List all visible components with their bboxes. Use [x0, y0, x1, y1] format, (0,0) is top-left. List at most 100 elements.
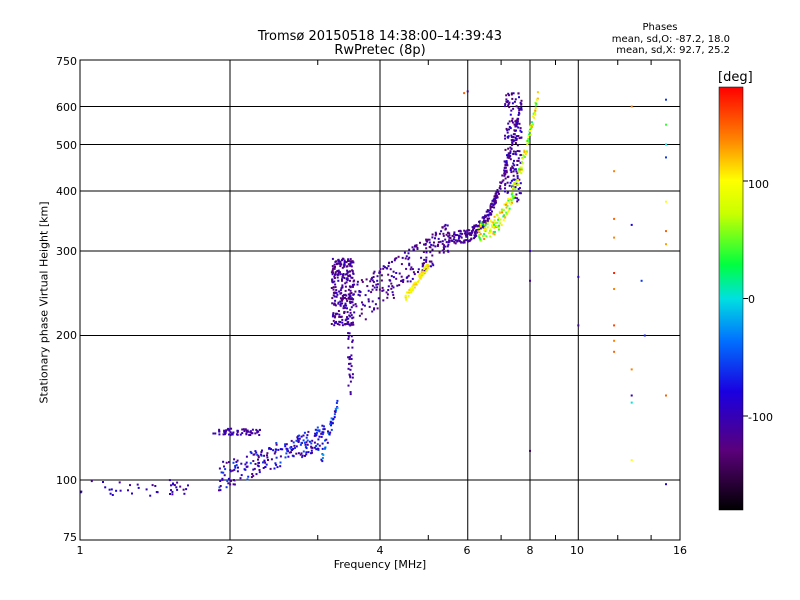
echo-point: [478, 235, 480, 238]
echo-point: [521, 157, 524, 160]
echo-point: [344, 302, 347, 305]
echo-point: [256, 453, 259, 456]
echo-point: [284, 456, 287, 459]
echo-point: [345, 318, 348, 321]
echo-point: [430, 243, 433, 246]
echo-point: [517, 183, 520, 185]
echo-point: [247, 475, 250, 478]
echo-point: [371, 300, 374, 303]
echo-point: [495, 196, 498, 199]
echo-point: [418, 273, 421, 276]
echo-point: [485, 235, 488, 238]
echo-point: [451, 239, 454, 242]
echo-point: [364, 294, 367, 297]
echo-point: [350, 354, 353, 357]
echo-point: [463, 92, 466, 95]
echo-point: [493, 233, 496, 236]
echo-point: [460, 236, 463, 239]
echo-point: [504, 187, 506, 190]
echo-point: [441, 226, 444, 229]
echo-point: [505, 169, 508, 172]
y-tick-label: 300: [56, 245, 77, 258]
echo-point: [219, 489, 222, 492]
echo-point: [335, 289, 338, 292]
echo-point: [323, 425, 325, 428]
echo-point: [317, 449, 320, 451]
echo-point: [341, 276, 344, 279]
echo-point: [349, 264, 352, 267]
echo-point: [368, 305, 371, 308]
echo-point: [425, 269, 428, 272]
echo-point: [331, 257, 334, 260]
echo-point: [514, 137, 517, 139]
echo-point: [440, 230, 443, 233]
echo-point: [333, 413, 336, 416]
echo-point: [233, 483, 236, 486]
echo-point: [109, 492, 112, 495]
echo-point: [224, 468, 227, 471]
echo-point: [506, 100, 509, 103]
echo-point: [470, 234, 473, 236]
echo-point: [395, 272, 398, 274]
echo-point: [403, 251, 406, 254]
echo-point: [533, 116, 536, 119]
echo-point: [512, 184, 515, 187]
echo-point: [453, 232, 456, 235]
echo-point: [339, 289, 342, 292]
echo-point: [263, 459, 266, 462]
echo-point: [447, 235, 450, 238]
echo-point: [370, 278, 373, 281]
phases-o-stats: mean, sd,O: -87.2, 18.0: [611, 34, 730, 45]
echo-point: [613, 350, 616, 353]
echo-point: [338, 315, 341, 318]
echo-point: [508, 201, 511, 204]
echo-point: [490, 203, 493, 206]
echo-point: [382, 265, 385, 268]
echo-point: [498, 224, 500, 227]
phases-x-stats: mean, sd,X: 92.7, 25.2: [616, 45, 730, 56]
echo-point: [519, 161, 522, 164]
echo-point: [361, 301, 363, 304]
echo-point: [214, 432, 217, 435]
echo-point: [252, 468, 255, 471]
echo-point: [448, 234, 451, 237]
echo-point: [343, 277, 346, 279]
echo-point: [234, 465, 237, 467]
echo-point: [516, 150, 519, 152]
echo-point: [367, 289, 370, 292]
echo-point: [275, 448, 278, 451]
echo-point: [507, 199, 510, 202]
echo-point: [529, 250, 531, 252]
echo-point: [443, 225, 446, 228]
echo-point: [349, 289, 352, 292]
echo-point: [343, 263, 346, 266]
echo-point: [516, 164, 519, 166]
echo-point: [518, 187, 521, 189]
echo-point: [492, 225, 495, 228]
echo-point: [345, 265, 348, 268]
echo-point: [386, 296, 389, 299]
echo-point: [303, 441, 306, 444]
echo-point: [492, 221, 495, 224]
echo-point: [257, 456, 260, 459]
echo-point: [468, 240, 471, 243]
echo-point: [273, 467, 276, 470]
echo-point: [344, 273, 347, 276]
echo-point: [515, 170, 518, 173]
echo-point: [318, 444, 321, 447]
echo-point: [483, 229, 486, 232]
echo-point: [341, 266, 344, 269]
echo-point: [509, 167, 512, 170]
data-points: [79, 90, 667, 497]
echo-point: [234, 466, 237, 469]
echo-point: [467, 232, 470, 235]
echo-point: [373, 307, 376, 310]
echo-point: [397, 255, 400, 258]
echo-point: [486, 221, 489, 224]
echo-point: [360, 308, 363, 311]
echo-point: [519, 170, 522, 173]
echo-point: [341, 318, 344, 321]
echo-point: [475, 224, 478, 227]
echo-point: [347, 321, 350, 324]
echo-point: [613, 324, 616, 327]
